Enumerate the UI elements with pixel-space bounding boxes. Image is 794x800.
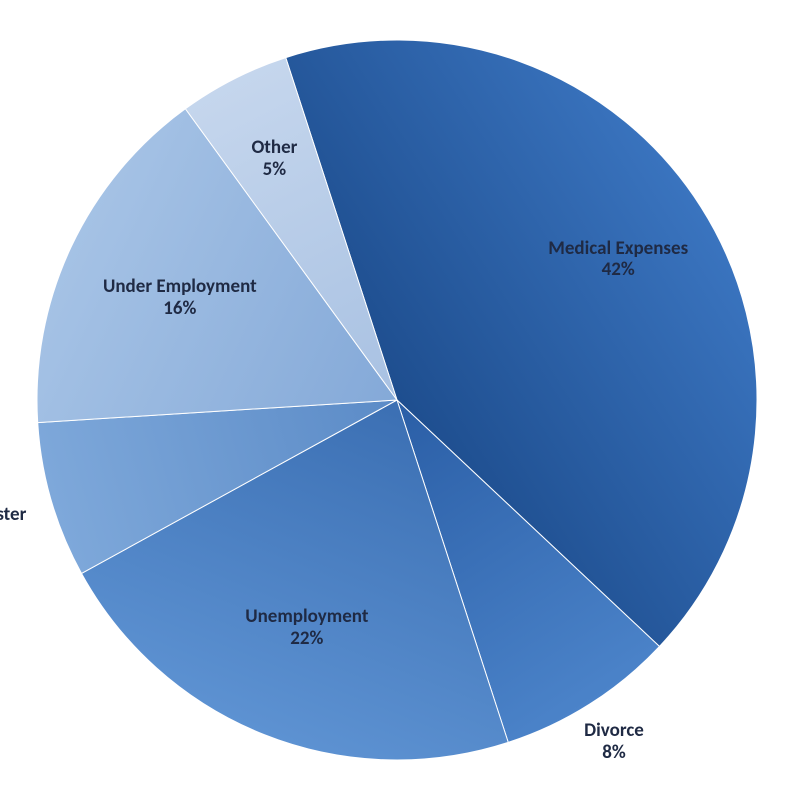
- slice-label-pct: 16%: [103, 298, 257, 320]
- slice-label-pct: 8%: [584, 742, 644, 764]
- slice-label-pct: 7%: [0, 526, 26, 548]
- slice-label-name: Other: [251, 138, 297, 160]
- slice-label-name: Natural Disaster: [0, 504, 26, 526]
- pie-chart: Medical Expenses42% Divorce8% Unemployment…: [0, 0, 794, 800]
- slice-label-name: Under Employment: [103, 276, 257, 298]
- slice-label-name: Divorce: [584, 720, 644, 742]
- slice-label: Divorce8%: [584, 720, 644, 764]
- slice-label-name: Unemployment: [245, 606, 368, 628]
- slice-label-name: Medical Expenses: [548, 238, 688, 260]
- slice-label: Under Employment16%: [103, 276, 257, 320]
- slice-label-pct: 22%: [245, 628, 368, 650]
- slice-label-pct: 5%: [251, 159, 297, 181]
- slice-label: Unemployment22%: [245, 606, 368, 650]
- slice-label: Natural Disaster7%: [0, 504, 26, 548]
- slice-label-pct: 42%: [548, 260, 688, 282]
- slice-label: Other5%: [251, 138, 297, 182]
- slice-label: Medical Expenses42%: [548, 238, 688, 282]
- pie-svg: [0, 0, 794, 800]
